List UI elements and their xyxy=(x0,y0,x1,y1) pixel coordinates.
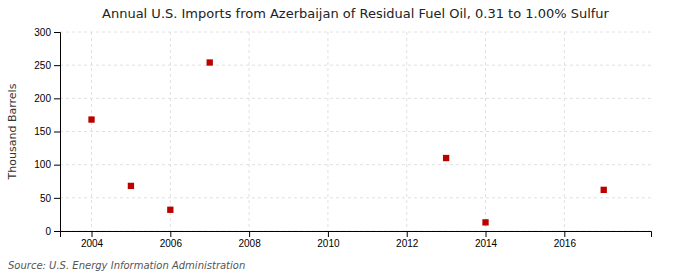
y-axis: 0 50 100 150 200 250 300 xyxy=(34,27,60,237)
x-tick: 2006 xyxy=(160,231,183,249)
point xyxy=(482,219,488,225)
x-tick-label: 2012 xyxy=(396,238,419,249)
x-tick-label: 2016 xyxy=(554,238,577,249)
y-tick-label: 300 xyxy=(34,27,51,38)
y-tick-mark xyxy=(54,165,60,166)
y-grid-line xyxy=(60,197,651,198)
x-tick: 2014 xyxy=(475,231,498,249)
x-tick-label: 2014 xyxy=(475,238,498,249)
y-tick-label: 50 xyxy=(40,193,52,204)
x-grid-line xyxy=(327,32,328,231)
chart: 2004 2006 2008 2010 2012 2014 2016 0 50 100 150 200… xyxy=(0,0,675,275)
x-tick: 2016 xyxy=(554,231,577,249)
y-tick-mark xyxy=(54,198,60,199)
point xyxy=(88,116,94,122)
y-tick: 300 xyxy=(34,27,60,38)
x-tick: 2010 xyxy=(317,231,340,249)
x-grid-line xyxy=(485,32,486,231)
y-tick-label: 250 xyxy=(34,60,51,71)
x-tick-mark xyxy=(328,231,329,237)
y-grid-line xyxy=(60,164,651,165)
plot-area: 2004 2006 2008 2010 2012 2014 2016 0 50 100 150 200… xyxy=(34,27,651,249)
x-tick-mark xyxy=(486,231,487,237)
y-tick: 150 xyxy=(34,126,60,137)
x-tick-mark xyxy=(407,231,408,237)
x-tick: 2012 xyxy=(396,231,419,249)
x-tick-label: 2008 xyxy=(238,238,261,249)
y-tick: 100 xyxy=(34,159,60,170)
y-tick-label: 200 xyxy=(34,93,51,104)
y-grid-line xyxy=(60,32,651,33)
point xyxy=(601,187,607,193)
point xyxy=(167,207,173,213)
y-grid-line xyxy=(60,131,651,132)
x-axis-line xyxy=(61,232,652,238)
y-grid-line xyxy=(60,98,651,99)
y-tick: 0 xyxy=(45,226,60,237)
source-note: Source: U.S. Energy Information Administ… xyxy=(8,260,245,271)
title: Annual U.S. Imports from Azerbaijan of R… xyxy=(102,6,610,21)
y-tick-mark xyxy=(54,65,60,66)
x-tick-label: 2004 xyxy=(81,238,104,249)
point xyxy=(207,59,213,65)
point xyxy=(128,183,134,189)
x-tick-mark xyxy=(249,231,250,237)
y-tick: 250 xyxy=(34,60,60,71)
y-axis-line xyxy=(54,33,61,232)
grid xyxy=(60,32,651,231)
x-tick: 2008 xyxy=(238,231,261,249)
x-tick-label: 2006 xyxy=(160,238,183,249)
y-tick-mark xyxy=(54,132,60,133)
y-grid-line xyxy=(60,65,651,66)
y-tick: 50 xyxy=(40,193,60,204)
x-axis: 2004 2006 2008 2010 2012 2014 2016 xyxy=(61,231,652,249)
y-tick-mark xyxy=(54,32,60,33)
points xyxy=(88,59,607,225)
y-tick-label: 150 xyxy=(34,126,51,137)
y-tick-mark xyxy=(54,231,60,232)
point xyxy=(443,155,449,161)
y-tick: 200 xyxy=(34,93,60,104)
x-tick-label: 2010 xyxy=(317,238,340,249)
y-tick-label: 0 xyxy=(45,226,51,237)
y-tick-label: 100 xyxy=(34,159,51,170)
x-tick-mark xyxy=(170,231,171,237)
x-grid-line xyxy=(406,32,407,231)
x-tick: 2004 xyxy=(81,231,104,249)
y-axis-title: Thousand Barrels xyxy=(6,83,19,180)
x-tick-mark xyxy=(92,231,93,237)
x-tick-mark xyxy=(564,231,565,237)
y-tick-mark xyxy=(54,98,60,99)
